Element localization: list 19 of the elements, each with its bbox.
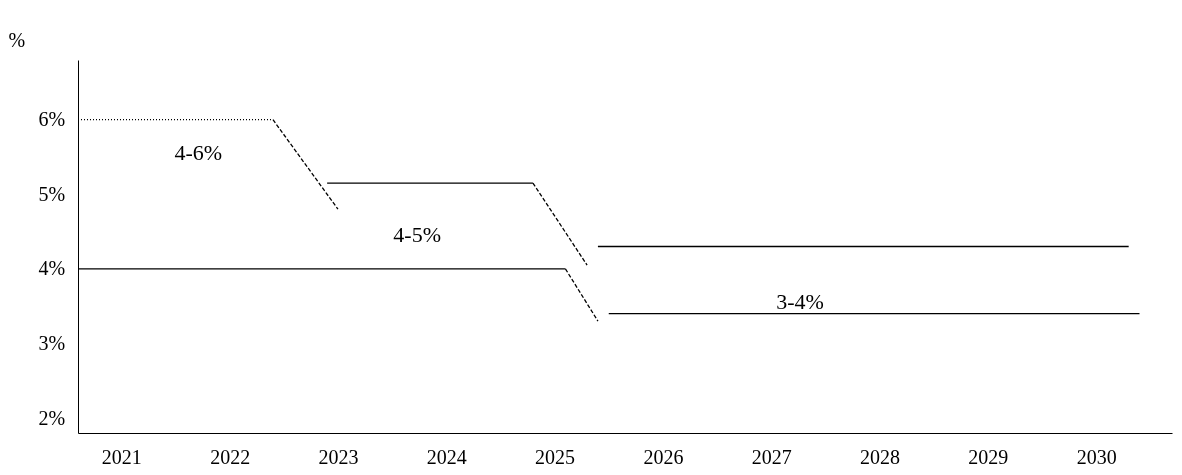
x-tick-label: 2022 [210, 445, 251, 468]
y-tick-label: 5% [38, 182, 66, 205]
x-tick-label: 2025 [535, 445, 576, 468]
y-axis-title: % [8, 28, 26, 51]
annotation: 4-6% [174, 140, 223, 166]
annotation: 4-5% [393, 222, 441, 248]
x-tick-label: 2024 [426, 445, 467, 468]
y-tick-label: 2% [38, 406, 66, 429]
x-tick-label: 2028 [860, 445, 901, 468]
y-tick-label: 3% [38, 331, 66, 354]
x-tick-label: 2027 [751, 445, 792, 468]
x-tick-label: 2030 [1076, 445, 1117, 468]
x-tick-label: 2029 [968, 445, 1009, 468]
x-tick-label: 2021 [101, 445, 142, 468]
annotation: 3-4% [776, 289, 824, 315]
y-tick-label: 6% [38, 108, 66, 131]
x-tick-label: 2026 [643, 445, 684, 468]
y-tick-label: 4% [38, 257, 66, 280]
x-tick-label: 2023 [318, 445, 359, 468]
